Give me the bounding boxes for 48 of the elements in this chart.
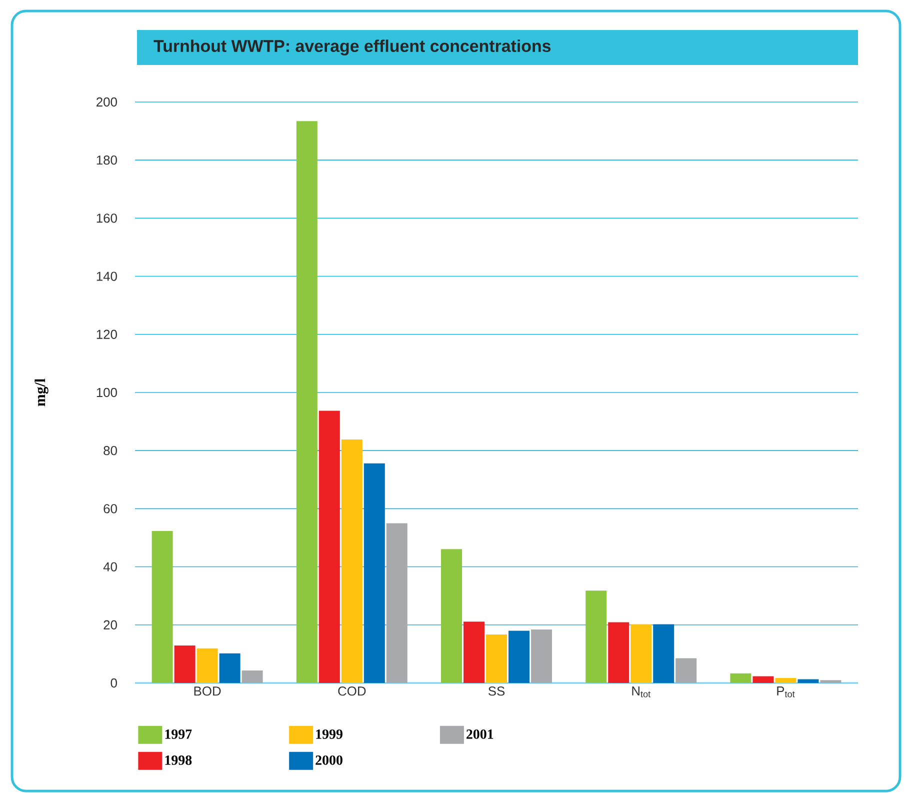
bar [174, 646, 196, 683]
legend-label: 1999 [316, 729, 342, 739]
y-tick-label: 20 [104, 620, 117, 630]
bar [676, 658, 697, 683]
y-tick-label: 80 [104, 446, 117, 456]
bar [464, 622, 485, 683]
bar [196, 648, 218, 683]
y-axis-title: mg/l [34, 378, 48, 406]
bar [798, 679, 819, 683]
x-tick-label: N$_{tot}$ [632, 686, 651, 698]
bar [486, 634, 508, 683]
bar [441, 549, 462, 683]
legend-label: 1997 [165, 729, 192, 739]
legend-label: 2001 [466, 729, 494, 739]
bar [752, 676, 774, 683]
y-tick-label: 180 [96, 155, 117, 165]
bar [386, 523, 408, 683]
y-tick-label: 60 [104, 504, 117, 514]
bar [219, 653, 240, 683]
x-tick-label: SS [488, 686, 505, 696]
bar [820, 680, 842, 683]
y-tick-label: 200 [96, 97, 117, 107]
bar [653, 624, 674, 683]
legend-label: 2000 [316, 755, 342, 765]
bar [630, 624, 652, 683]
x-tick-label: BOD [194, 686, 221, 696]
bar [730, 673, 752, 683]
bar [242, 670, 263, 683]
bar [586, 590, 607, 683]
y-tick-label: 160 [96, 214, 117, 223]
bar [364, 463, 385, 683]
y-tick-label: 100 [96, 388, 117, 398]
y-tick-label: 140 [96, 272, 117, 281]
y-tick-label: 40 [103, 562, 117, 572]
bar [341, 440, 362, 683]
bar [608, 622, 630, 683]
bar [296, 121, 318, 683]
x-tick-label: COD [338, 686, 366, 696]
bar [318, 410, 340, 683]
chart-title: Turnhout WWTP: average effluent concentrations [154, 40, 551, 56]
y-tick-label: 120 [96, 330, 117, 339]
legend-label: 1998 [165, 755, 192, 765]
bar [508, 630, 530, 683]
y-tick-label: 0 [110, 678, 117, 688]
bar [775, 678, 796, 683]
x-tick-label: P$_{tot}$ [777, 686, 795, 698]
bar [531, 630, 552, 683]
bar [152, 531, 173, 683]
